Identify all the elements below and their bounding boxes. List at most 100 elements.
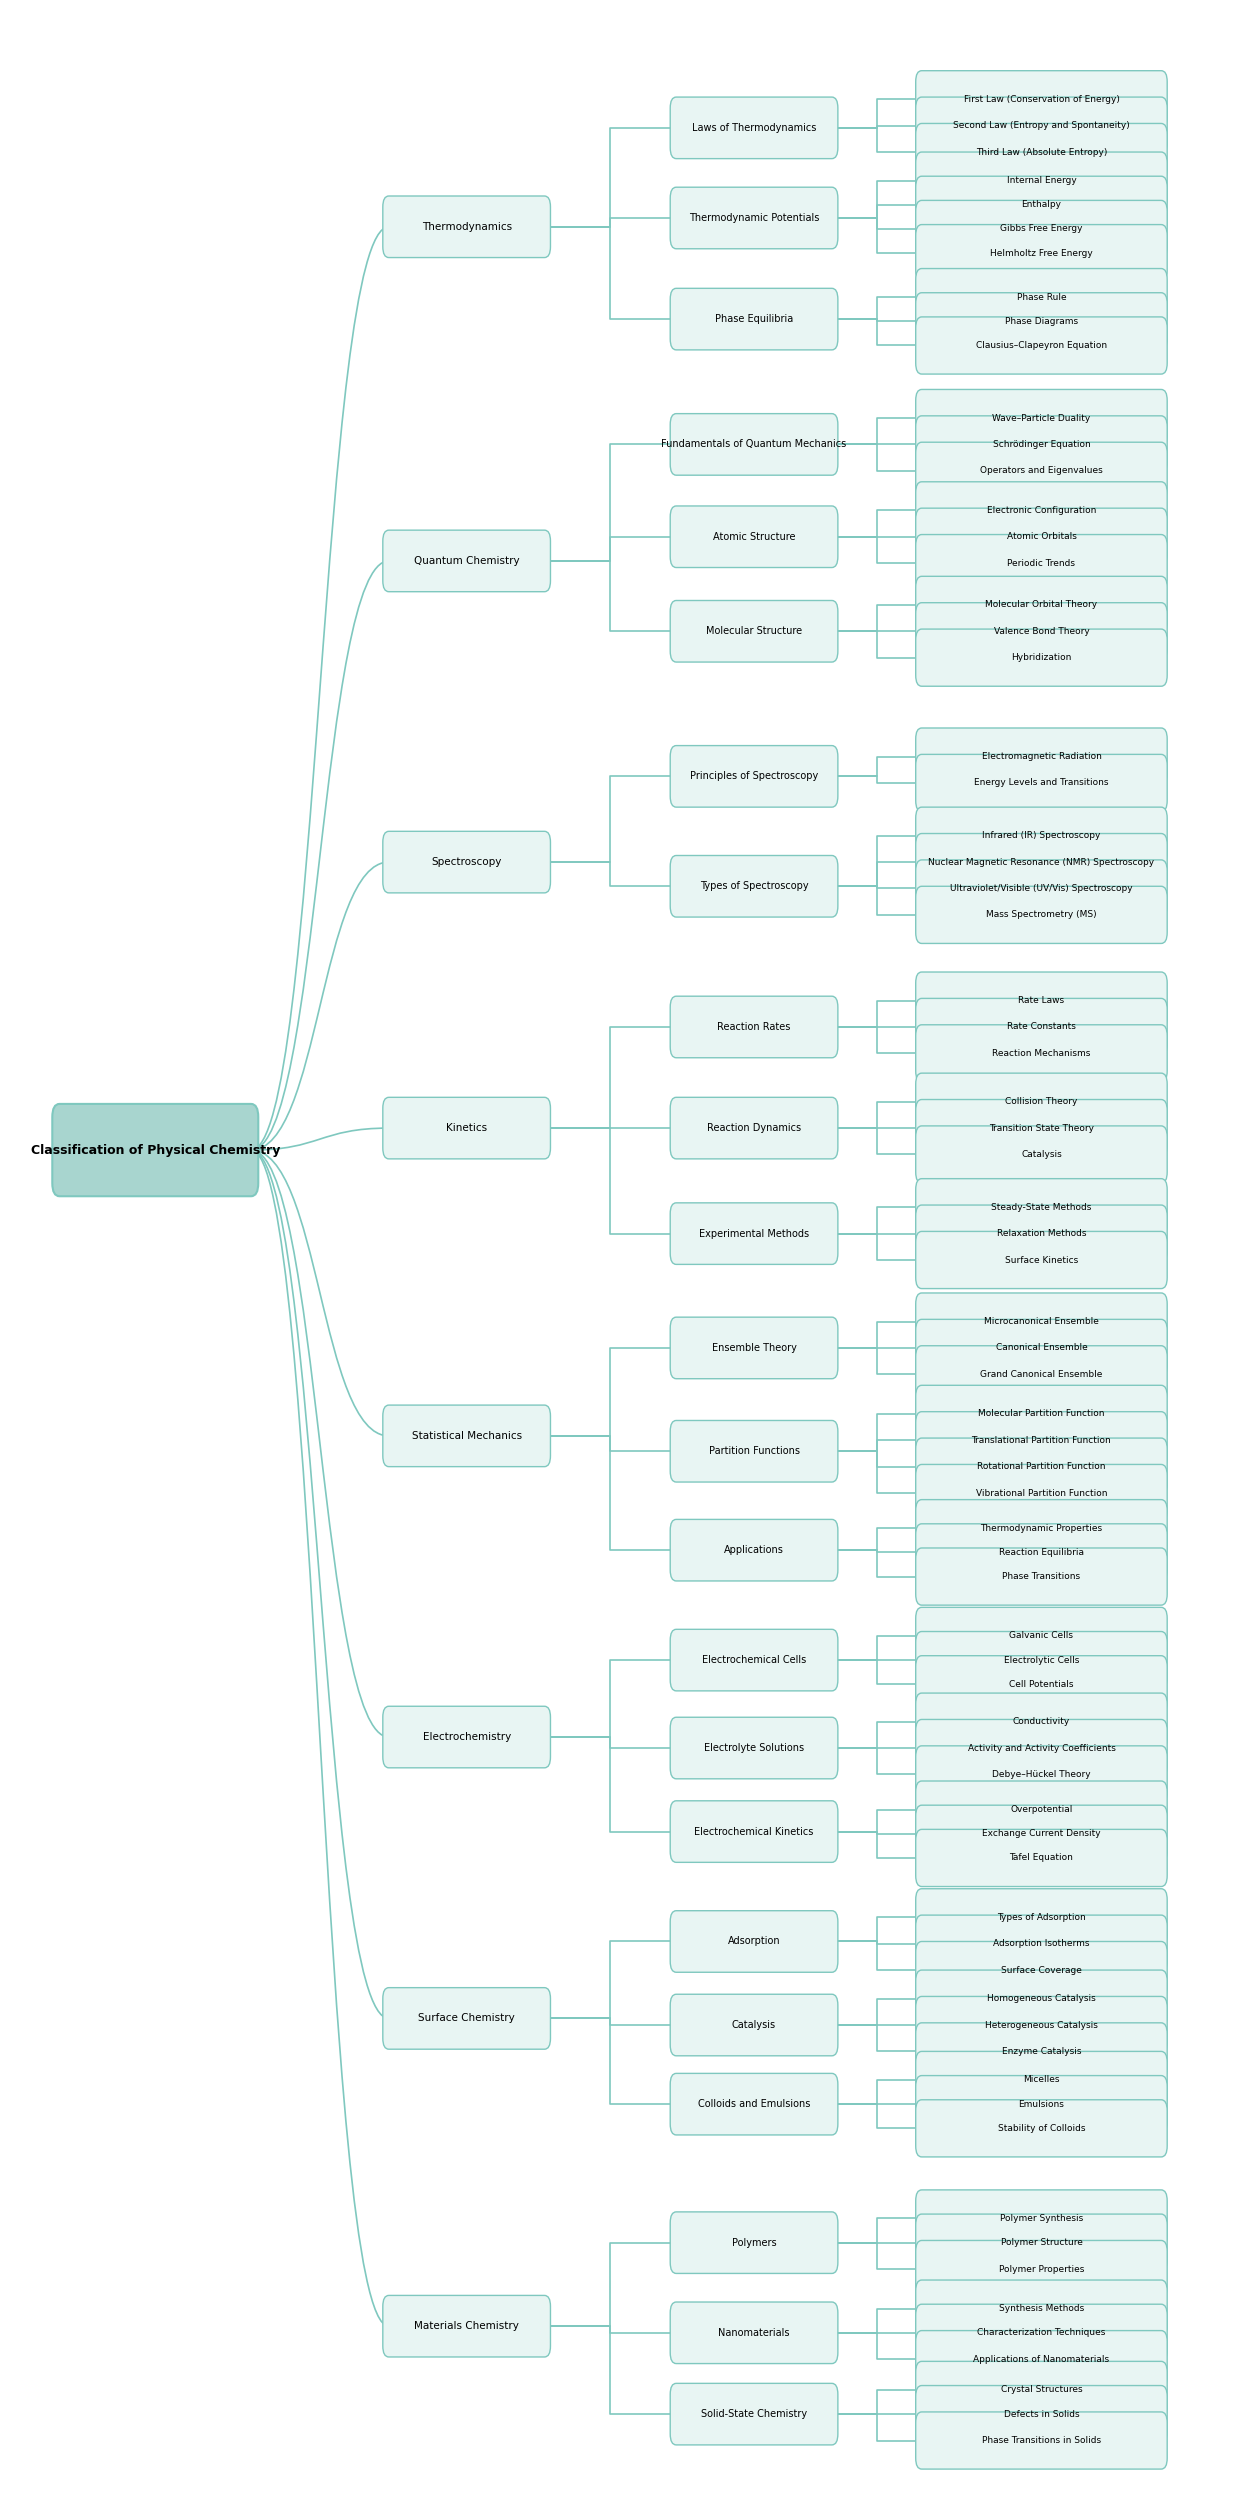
FancyBboxPatch shape [915, 834, 1167, 890]
FancyBboxPatch shape [915, 1782, 1167, 1837]
Text: Polymer Synthesis: Polymer Synthesis [999, 2215, 1083, 2223]
Text: Catalysis: Catalysis [732, 2021, 776, 2031]
FancyBboxPatch shape [915, 1746, 1167, 1802]
FancyBboxPatch shape [670, 1421, 838, 1482]
Text: Nuclear Magnetic Resonance (NMR) Spectroscopy: Nuclear Magnetic Resonance (NMR) Spectro… [929, 857, 1154, 867]
Text: Clausius–Clapeyron Equation: Clausius–Clapeyron Equation [976, 340, 1107, 350]
Text: Molecular Orbital Theory: Molecular Orbital Theory [986, 600, 1097, 610]
FancyBboxPatch shape [915, 1525, 1167, 1580]
FancyBboxPatch shape [670, 507, 838, 567]
FancyBboxPatch shape [670, 1716, 838, 1779]
Text: Electrochemistry: Electrochemistry [423, 1731, 511, 1741]
FancyBboxPatch shape [383, 1096, 551, 1159]
Text: Statistical Mechanics: Statistical Mechanics [412, 1431, 522, 1441]
Text: Grand Canonical Ensemble: Grand Canonical Ensemble [981, 1371, 1102, 1378]
Text: Phase Transitions in Solids: Phase Transitions in Solids [982, 2437, 1101, 2444]
FancyBboxPatch shape [670, 287, 838, 350]
Text: Materials Chemistry: Materials Chemistry [414, 2321, 520, 2331]
Text: Adsorption: Adsorption [728, 1935, 780, 1945]
FancyBboxPatch shape [915, 1386, 1167, 1441]
Text: Reaction Mechanisms: Reaction Mechanisms [992, 1048, 1091, 1058]
FancyBboxPatch shape [915, 1179, 1167, 1235]
FancyBboxPatch shape [915, 630, 1167, 685]
FancyBboxPatch shape [52, 1104, 258, 1197]
Text: Defects in Solids: Defects in Solids [1003, 2409, 1079, 2419]
Text: Partition Functions: Partition Functions [708, 1446, 800, 1457]
FancyBboxPatch shape [915, 1719, 1167, 1777]
FancyBboxPatch shape [670, 2074, 838, 2134]
FancyBboxPatch shape [915, 1608, 1167, 1666]
Text: Atomic Structure: Atomic Structure [713, 532, 795, 542]
Text: Hybridization: Hybridization [1012, 653, 1071, 663]
Text: Schrödinger Equation: Schrödinger Equation [992, 441, 1090, 449]
Text: Wave–Particle Duality: Wave–Particle Duality [992, 413, 1090, 423]
Text: Phase Diagrams: Phase Diagrams [1004, 318, 1078, 325]
FancyBboxPatch shape [670, 1202, 838, 1265]
Text: Second Law (Entropy and Spontaneity): Second Law (Entropy and Spontaneity) [954, 121, 1130, 131]
Text: Emulsions: Emulsions [1018, 2099, 1064, 2109]
Text: Molecular Structure: Molecular Structure [706, 627, 802, 635]
FancyBboxPatch shape [915, 602, 1167, 660]
Text: Heterogeneous Catalysis: Heterogeneous Catalysis [985, 2021, 1097, 2029]
Text: Ensemble Theory: Ensemble Theory [712, 1343, 796, 1353]
FancyBboxPatch shape [915, 1411, 1167, 1469]
Text: Polymer Structure: Polymer Structure [1001, 2238, 1083, 2248]
FancyBboxPatch shape [915, 753, 1167, 811]
FancyBboxPatch shape [915, 2051, 1167, 2109]
Text: Applications of Nanomaterials: Applications of Nanomaterials [973, 2354, 1110, 2364]
Text: Phase Transitions: Phase Transitions [1002, 1572, 1080, 1580]
Text: Electronic Configuration: Electronic Configuration [987, 507, 1096, 514]
FancyBboxPatch shape [383, 1406, 551, 1467]
FancyBboxPatch shape [670, 746, 838, 806]
FancyBboxPatch shape [670, 1802, 838, 1862]
Text: Polymer Properties: Polymer Properties [998, 2265, 1084, 2273]
Text: Micelles: Micelles [1023, 2076, 1060, 2084]
Text: Helmholtz Free Energy: Helmholtz Free Energy [990, 249, 1092, 257]
FancyBboxPatch shape [915, 2412, 1167, 2470]
Text: Energy Levels and Transitions: Energy Levels and Transitions [975, 779, 1109, 786]
Text: Reaction Dynamics: Reaction Dynamics [707, 1124, 801, 1134]
FancyBboxPatch shape [670, 2213, 838, 2273]
Text: Rate Constants: Rate Constants [1007, 1023, 1076, 1031]
Text: Experimental Methods: Experimental Methods [699, 1230, 810, 1240]
Text: Relaxation Methods: Relaxation Methods [997, 1230, 1086, 1237]
Text: Quantum Chemistry: Quantum Chemistry [414, 557, 520, 567]
Text: Principles of Spectroscopy: Principles of Spectroscopy [689, 771, 818, 781]
FancyBboxPatch shape [915, 1099, 1167, 1157]
FancyBboxPatch shape [670, 995, 838, 1058]
FancyBboxPatch shape [915, 1074, 1167, 1131]
Text: Internal Energy: Internal Energy [1007, 176, 1076, 184]
FancyBboxPatch shape [915, 2024, 1167, 2079]
Text: Colloids and Emulsions: Colloids and Emulsions [698, 2099, 810, 2109]
FancyBboxPatch shape [915, 2331, 1167, 2389]
Text: Crystal Structures: Crystal Structures [1001, 2386, 1083, 2394]
Text: Rotational Partition Function: Rotational Partition Function [977, 1462, 1106, 1472]
Text: Conductivity: Conductivity [1013, 1716, 1070, 1726]
Text: Phase Equilibria: Phase Equilibria [715, 315, 794, 325]
FancyBboxPatch shape [670, 2384, 838, 2444]
Text: Surface Chemistry: Surface Chemistry [418, 2013, 515, 2024]
FancyBboxPatch shape [915, 2190, 1167, 2248]
FancyBboxPatch shape [383, 197, 551, 257]
Text: Transition State Theory: Transition State Theory [990, 1124, 1094, 1131]
Text: Electrochemical Cells: Electrochemical Cells [702, 1656, 806, 1666]
Text: Ultraviolet/Visible (UV/Vis) Spectroscopy: Ultraviolet/Visible (UV/Vis) Spectroscop… [950, 885, 1133, 892]
FancyBboxPatch shape [383, 1706, 551, 1769]
FancyBboxPatch shape [670, 600, 838, 663]
Text: Synthesis Methods: Synthesis Methods [999, 2303, 1084, 2313]
FancyBboxPatch shape [915, 1320, 1167, 1376]
FancyBboxPatch shape [915, 2099, 1167, 2157]
FancyBboxPatch shape [915, 1887, 1167, 1945]
FancyBboxPatch shape [670, 98, 838, 159]
FancyBboxPatch shape [915, 151, 1167, 209]
FancyBboxPatch shape [915, 998, 1167, 1056]
FancyBboxPatch shape [915, 534, 1167, 592]
FancyBboxPatch shape [915, 577, 1167, 633]
FancyBboxPatch shape [670, 1318, 838, 1378]
Text: Vibrational Partition Function: Vibrational Partition Function [976, 1489, 1107, 1497]
FancyBboxPatch shape [915, 2386, 1167, 2442]
Text: Valence Bond Theory: Valence Bond Theory [993, 627, 1089, 635]
Text: Canonical Ensemble: Canonical Ensemble [996, 1343, 1087, 1353]
FancyBboxPatch shape [915, 416, 1167, 474]
Text: Classification of Physical Chemistry: Classification of Physical Chemistry [31, 1144, 280, 1157]
